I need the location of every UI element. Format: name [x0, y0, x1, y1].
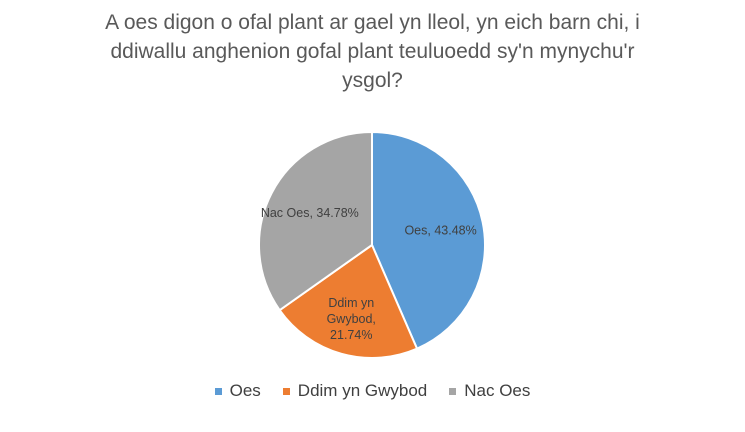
data-label-ddim-yn-gwybod: Ddim yn Gwybod, 21.74% — [327, 296, 376, 342]
data-label-nac-oes: Nac Oes, 34.78% — [261, 206, 359, 220]
legend-swatch-oes — [214, 387, 222, 395]
legend-item-oes: Oes — [214, 381, 261, 401]
legend-swatch-nac-oes — [449, 387, 457, 395]
pie-slice-nac-oes — [258, 130, 373, 312]
chart-title-line-3: ysgol? — [342, 69, 403, 92]
chart-title: A oes digon o ofal plant ar gael yn lleo… — [40, 8, 705, 95]
legend-item-ddim-yn-gwybod: Ddim yn Gwybod — [282, 381, 428, 401]
chart-title-line-2: ddiwallu anghenion gofal plant teuluoedd… — [110, 40, 635, 63]
chart-title-line-1: A oes digon o ofal plant ar gael yn lleo… — [105, 11, 640, 34]
legend-label-ddim-yn-gwybod: Ddim yn Gwybod — [297, 381, 428, 400]
legend-label-oes: Oes — [229, 381, 261, 400]
data-label-oes: Oes, 43.48% — [404, 224, 476, 238]
legend-swatch-ddim-yn-gwybod — [282, 387, 290, 395]
pie-slice-oes — [371, 130, 486, 350]
legend-item-nac-oes: Nac Oes — [449, 381, 530, 401]
chart-legend: Oes Ddim yn Gwybod Nac Oes — [0, 381, 745, 401]
legend-label-nac-oes: Nac Oes — [464, 381, 531, 400]
pie-slice-ddim-yn-gwybod — [278, 243, 419, 359]
